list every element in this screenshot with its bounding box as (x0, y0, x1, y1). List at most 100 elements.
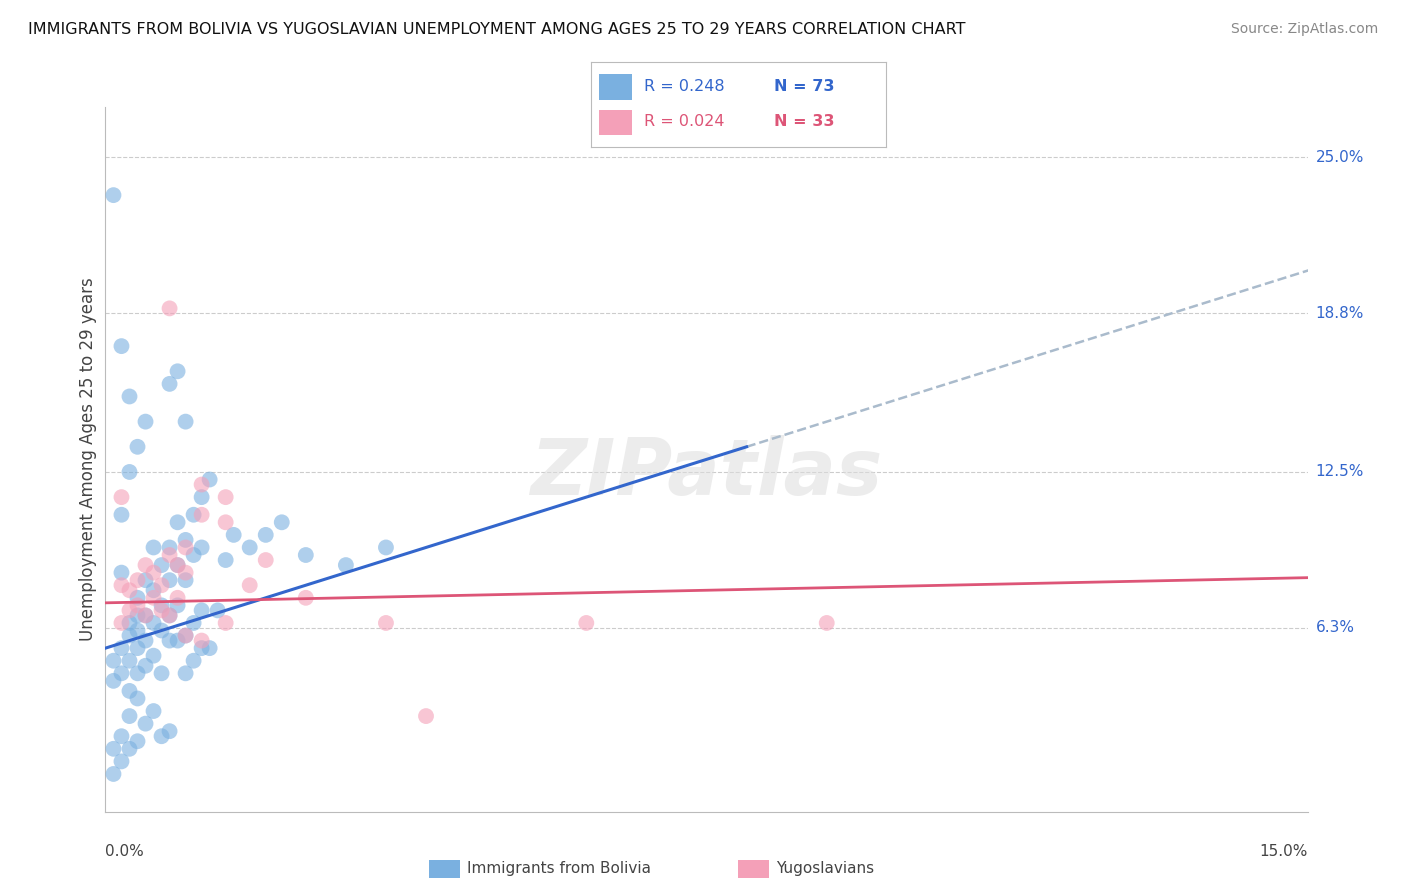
Point (150, 666, 173, 681)
Point (127, 440, 149, 454)
Text: 25.0%: 25.0% (1316, 150, 1364, 165)
Point (815, 615, 838, 630)
Point (159, 573, 181, 587)
Point (214, 553, 236, 567)
Point (135, 658, 157, 673)
Point (142, 615, 165, 630)
Point (335, 558, 357, 573)
Point (150, 729, 173, 743)
Bar (599, 74, 631, 100)
Point (150, 624, 173, 638)
Point (174, 566, 197, 580)
Point (270, 516, 292, 530)
Point (135, 608, 157, 623)
Point (174, 628, 197, 642)
Point (110, 666, 132, 681)
Point (135, 608, 157, 623)
Text: N = 73: N = 73 (773, 78, 834, 94)
Point (103, 188, 125, 202)
Point (374, 541, 398, 555)
Bar (599, 110, 631, 136)
Point (142, 583, 165, 598)
Point (127, 591, 149, 605)
Point (118, 709, 141, 723)
Point (142, 566, 165, 580)
Point (159, 62, 181, 77)
Point (118, 684, 141, 698)
Text: Yugoslavians: Yugoslavians (776, 862, 875, 876)
Point (110, 641, 132, 656)
Text: ZIPatlas: ZIPatlas (530, 435, 883, 511)
Point (142, 541, 165, 555)
Point (190, 541, 212, 555)
Point (183, 508, 205, 522)
Point (142, 704, 165, 718)
Text: 18.8%: 18.8% (1316, 306, 1364, 321)
Point (142, 591, 165, 605)
Text: Immigrants from Bolivia: Immigrants from Bolivia (467, 862, 651, 876)
Text: 12.5%: 12.5% (1316, 465, 1364, 480)
Point (110, 729, 132, 743)
Text: IMMIGRANTS FROM BOLIVIA VS YUGOSLAVIAN UNEMPLOYMENT AMONG AGES 25 TO 29 YEARS CO: IMMIGRANTS FROM BOLIVIA VS YUGOSLAVIAN U… (28, 22, 966, 37)
Point (214, 490, 236, 504)
Point (103, 741, 125, 756)
Point (166, 364, 188, 378)
Point (415, 709, 437, 723)
Point (214, 516, 236, 530)
Point (166, 633, 188, 648)
Point (150, 558, 173, 573)
Point (103, 654, 125, 668)
Point (254, 528, 277, 542)
Point (183, 654, 205, 668)
Point (374, 615, 398, 630)
Point (190, 490, 212, 504)
Text: 15.0%: 15.0% (1260, 845, 1308, 859)
Point (575, 615, 598, 630)
Point (110, 566, 132, 580)
Point (150, 603, 173, 617)
Point (190, 633, 212, 648)
Text: R = 0.248: R = 0.248 (644, 78, 724, 94)
Point (159, 541, 181, 555)
Text: R = 0.024: R = 0.024 (644, 114, 724, 129)
Point (159, 548, 181, 562)
Point (110, 490, 132, 504)
Point (190, 603, 212, 617)
Point (239, 578, 262, 592)
Point (127, 599, 149, 613)
Text: N = 33: N = 33 (773, 114, 834, 129)
Point (190, 508, 212, 522)
Point (118, 603, 141, 617)
Point (127, 691, 149, 706)
Point (110, 755, 132, 769)
Point (166, 599, 188, 613)
Point (103, 767, 125, 781)
Point (166, 558, 188, 573)
Point (135, 415, 157, 429)
Point (118, 628, 141, 642)
Point (190, 477, 212, 491)
Point (110, 339, 132, 353)
Point (142, 648, 165, 663)
Point (174, 533, 197, 547)
Point (174, 573, 197, 587)
Point (166, 591, 188, 605)
Point (127, 608, 149, 623)
Point (103, 673, 125, 688)
Point (135, 573, 157, 587)
Point (295, 591, 318, 605)
Text: Source: ZipAtlas.com: Source: ZipAtlas.com (1230, 22, 1378, 37)
Point (198, 641, 221, 656)
Point (118, 465, 141, 479)
Point (118, 654, 141, 668)
Point (150, 599, 173, 613)
Point (118, 615, 141, 630)
Point (135, 633, 157, 648)
Point (127, 641, 149, 656)
Text: 6.3%: 6.3% (1316, 621, 1354, 635)
Point (254, 553, 277, 567)
Point (118, 389, 141, 403)
Point (214, 615, 236, 630)
Text: 0.0%: 0.0% (105, 845, 145, 859)
Point (110, 578, 132, 592)
